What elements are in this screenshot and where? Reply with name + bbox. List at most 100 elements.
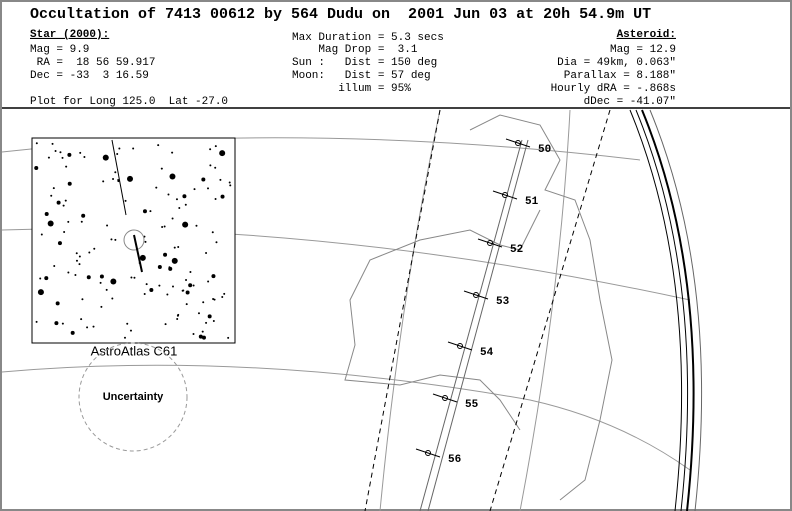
star	[100, 305, 103, 308]
tick	[432, 393, 458, 403]
star	[92, 325, 95, 328]
star	[219, 150, 226, 157]
star	[126, 322, 129, 325]
star	[155, 186, 158, 189]
tick	[447, 341, 473, 351]
star	[160, 167, 163, 170]
star	[86, 326, 89, 329]
star	[105, 288, 108, 291]
star	[35, 142, 38, 145]
star	[54, 149, 57, 152]
star	[124, 199, 127, 202]
star	[44, 276, 49, 281]
star	[34, 165, 39, 170]
star	[116, 153, 119, 156]
star	[229, 184, 232, 187]
star	[215, 241, 218, 244]
star	[201, 330, 204, 333]
star	[81, 298, 84, 301]
star	[67, 181, 72, 186]
star	[173, 246, 176, 249]
time-label: 51	[525, 196, 539, 208]
uncertainty-circle	[78, 342, 188, 452]
star	[192, 332, 195, 335]
motion-line	[111, 139, 127, 216]
star	[102, 180, 105, 183]
tick	[505, 138, 531, 148]
star	[171, 151, 174, 154]
shadow-path	[364, 109, 611, 511]
star	[193, 188, 196, 191]
star	[47, 156, 50, 159]
motion-line	[133, 234, 143, 273]
star	[130, 276, 133, 279]
star	[112, 177, 115, 180]
star	[62, 204, 65, 207]
star	[57, 241, 62, 246]
star	[37, 289, 44, 296]
star	[44, 211, 49, 216]
star	[171, 217, 174, 220]
star	[59, 151, 62, 154]
star	[207, 280, 210, 283]
star	[61, 322, 64, 325]
inset-label: AstroAtlas C61	[91, 343, 178, 358]
star	[145, 283, 148, 286]
star	[185, 290, 190, 295]
asteroid-heading: Asteroid:	[617, 29, 676, 41]
star	[53, 264, 56, 267]
star	[106, 224, 109, 227]
star	[149, 287, 154, 292]
star	[214, 197, 217, 200]
tick	[463, 290, 489, 300]
star-chart-inset	[31, 137, 236, 344]
star	[211, 274, 216, 279]
star	[212, 297, 215, 300]
star	[142, 209, 147, 214]
star	[50, 194, 53, 197]
plot-note: Plot for Long 125.0 Lat -27.0	[30, 96, 228, 108]
star	[133, 276, 136, 279]
star-line: Mag = 9.9	[30, 44, 89, 56]
star	[75, 252, 78, 255]
star	[74, 273, 77, 276]
star	[79, 151, 82, 154]
event-line: Moon: Dist = 57 deg	[292, 70, 431, 82]
star	[212, 319, 215, 322]
title: Occultation of 7413 00612 by 564 Dudu on…	[30, 6, 651, 23]
star	[123, 336, 126, 339]
star-field	[34, 142, 232, 340]
star	[80, 220, 83, 223]
star	[161, 225, 164, 228]
time-label: 54	[480, 347, 494, 359]
star	[176, 314, 179, 317]
star-line: Dec = -33 3 16.59	[30, 70, 149, 82]
star	[110, 238, 113, 241]
event-line: Sun : Dist = 150 deg	[292, 57, 437, 69]
star	[209, 164, 212, 167]
star	[70, 330, 75, 335]
star	[157, 144, 160, 147]
star	[228, 181, 231, 184]
tick	[477, 238, 503, 248]
star	[205, 251, 208, 254]
star	[175, 198, 178, 201]
star	[195, 224, 198, 227]
event-line: Mag Drop = 3.1	[292, 44, 418, 56]
tick	[492, 190, 518, 200]
star	[219, 178, 222, 181]
star	[182, 221, 189, 228]
star	[114, 238, 117, 241]
star	[176, 317, 179, 320]
star	[214, 166, 217, 169]
star	[184, 203, 187, 206]
star	[35, 320, 38, 323]
star	[56, 200, 61, 205]
star	[171, 257, 178, 264]
star	[201, 177, 206, 182]
star	[118, 147, 121, 150]
star	[78, 263, 81, 266]
star	[207, 314, 212, 319]
star	[110, 278, 117, 285]
